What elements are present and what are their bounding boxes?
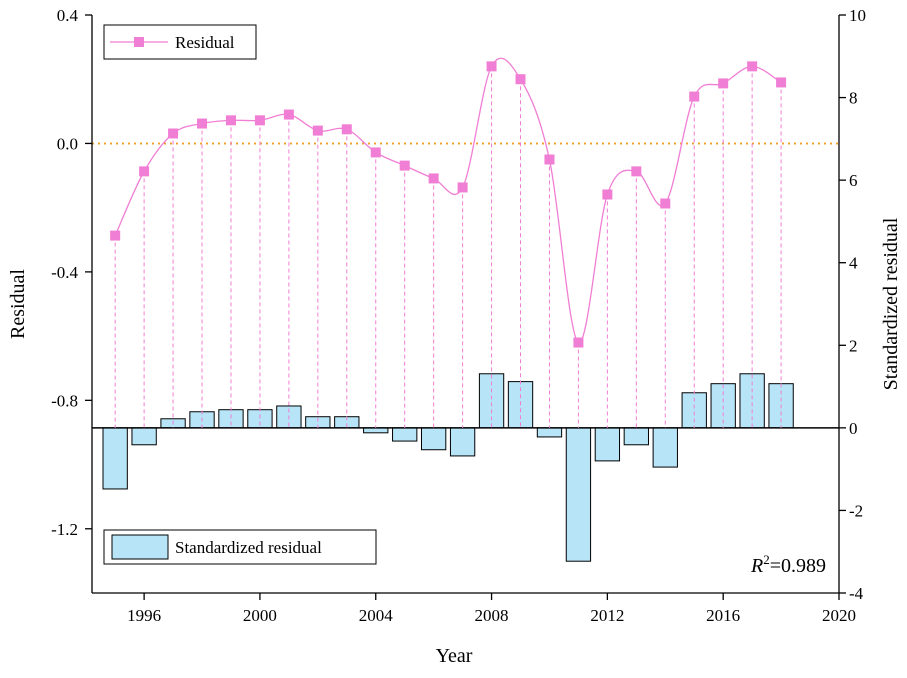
x-tick-label: 2016 (706, 606, 740, 625)
y2-tick-label: -2 (849, 501, 863, 520)
marker (602, 189, 613, 200)
marker (515, 74, 526, 85)
marker (370, 147, 381, 158)
bar (652, 427, 678, 468)
marker (776, 77, 787, 88)
bar (594, 427, 621, 462)
legend-label: Standardized residual (175, 538, 322, 557)
x-tick-label: 2008 (475, 606, 509, 625)
x-tick-label: 2000 (243, 606, 277, 625)
bar (623, 427, 649, 446)
annotation-text: =0.989 (770, 555, 826, 577)
marker (283, 109, 294, 120)
marker (110, 230, 121, 241)
x-tick-label: 2020 (822, 606, 856, 625)
y2-tick-label: 4 (849, 254, 858, 273)
y-axis-label: Residual (7, 269, 29, 339)
marker (718, 78, 729, 89)
marker (399, 160, 410, 171)
y-tick-label: -0.4 (51, 263, 78, 282)
marker (139, 166, 150, 177)
marker (544, 154, 555, 165)
marker (197, 118, 208, 129)
bar (102, 427, 128, 490)
marker (660, 198, 671, 209)
bar (449, 427, 476, 457)
y2-tick-label: 0 (849, 419, 858, 438)
marker (168, 128, 179, 139)
y2-tick-label: 10 (849, 6, 866, 25)
marker (457, 182, 468, 193)
marker (225, 115, 236, 126)
y2-axis-label: Standardized residual (880, 217, 902, 390)
y2-tick-label: 6 (849, 171, 858, 190)
marker (573, 337, 584, 348)
marker (631, 166, 642, 177)
legend-swatch (111, 534, 169, 560)
y2-tick-label: 2 (849, 336, 858, 355)
y2-tick-label: 8 (849, 89, 858, 108)
annotation: R2=0.989 (750, 552, 826, 577)
y-tick-label: -1.2 (51, 520, 78, 539)
marker (486, 61, 497, 72)
bar (420, 427, 447, 451)
annotation-sup: 2 (763, 552, 770, 567)
y-tick-label: 0.4 (57, 6, 79, 25)
legend-marker (134, 37, 144, 47)
marker (689, 91, 700, 102)
x-tick-label: 1996 (127, 606, 161, 625)
x-axis-label: Year (436, 645, 473, 667)
bar (131, 427, 157, 446)
bar (565, 427, 592, 562)
marker (341, 124, 352, 135)
bar (392, 427, 418, 442)
bar (536, 427, 563, 438)
legend-label: Residual (175, 33, 235, 52)
x-tick-label: 2004 (359, 606, 394, 625)
marker (254, 115, 265, 126)
y2-tick-label: -4 (849, 584, 864, 603)
x-tick-label: 2012 (590, 606, 624, 625)
marker (312, 125, 323, 136)
y-tick-label: 0.0 (57, 134, 78, 153)
marker (428, 173, 439, 184)
y-tick-label: -0.8 (51, 391, 78, 410)
residual-line (114, 57, 782, 344)
marker (747, 61, 758, 72)
annotation-symbol: R (750, 555, 763, 577)
